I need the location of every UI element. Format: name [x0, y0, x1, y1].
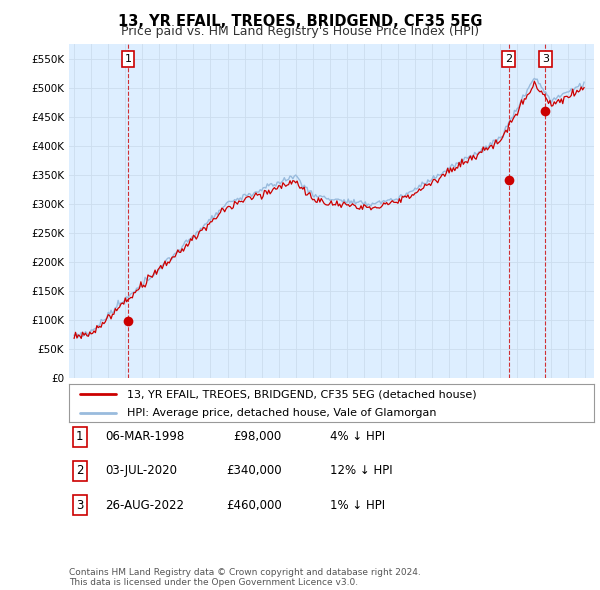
Text: 03-JUL-2020: 03-JUL-2020	[105, 464, 177, 477]
Text: 12% ↓ HPI: 12% ↓ HPI	[330, 464, 392, 477]
Text: Contains HM Land Registry data © Crown copyright and database right 2024.
This d: Contains HM Land Registry data © Crown c…	[69, 568, 421, 587]
Text: £98,000: £98,000	[234, 430, 282, 443]
Text: £340,000: £340,000	[226, 464, 282, 477]
Text: 3: 3	[76, 499, 83, 512]
Text: 13, YR EFAIL, TREOES, BRIDGEND, CF35 5EG (detached house): 13, YR EFAIL, TREOES, BRIDGEND, CF35 5EG…	[127, 389, 476, 399]
Text: 1: 1	[125, 54, 131, 64]
Text: 2: 2	[76, 464, 83, 477]
Text: 2: 2	[505, 54, 512, 64]
Text: 13, YR EFAIL, TREOES, BRIDGEND, CF35 5EG: 13, YR EFAIL, TREOES, BRIDGEND, CF35 5EG	[118, 14, 482, 29]
Text: 06-MAR-1998: 06-MAR-1998	[105, 430, 184, 443]
Text: HPI: Average price, detached house, Vale of Glamorgan: HPI: Average price, detached house, Vale…	[127, 408, 436, 418]
Text: £460,000: £460,000	[226, 499, 282, 512]
Text: Price paid vs. HM Land Registry's House Price Index (HPI): Price paid vs. HM Land Registry's House …	[121, 25, 479, 38]
Text: 26-AUG-2022: 26-AUG-2022	[105, 499, 184, 512]
Text: 1% ↓ HPI: 1% ↓ HPI	[330, 499, 385, 512]
Text: 4% ↓ HPI: 4% ↓ HPI	[330, 430, 385, 443]
Text: 3: 3	[542, 54, 549, 64]
Text: 1: 1	[76, 430, 83, 443]
